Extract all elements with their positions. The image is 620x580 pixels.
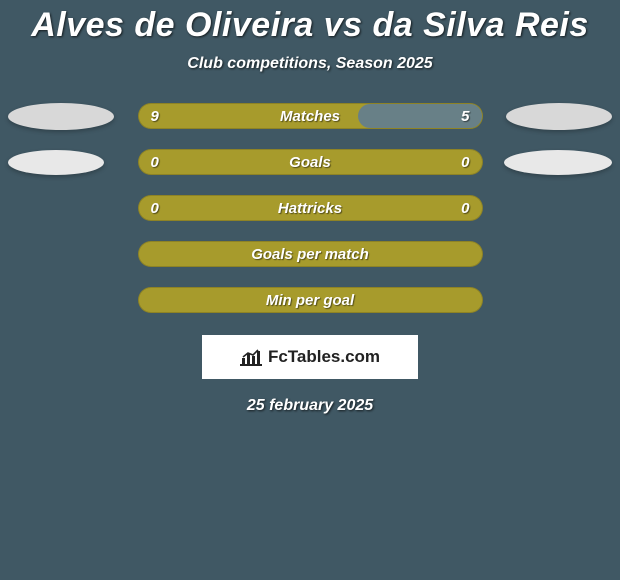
- stat-value-right: 0: [461, 154, 469, 171]
- stat-row: Goals per match: [0, 241, 620, 267]
- stat-bar: 0 0 Hattricks: [138, 195, 483, 221]
- date-label: 25 february 2025: [247, 397, 373, 415]
- stat-bar: Goals per match: [138, 241, 483, 267]
- stat-bar: Min per goal: [138, 287, 483, 313]
- stat-value-right: 5: [461, 108, 469, 125]
- chart-icon: [240, 348, 262, 366]
- stat-row: 0 0 Goals: [0, 149, 620, 175]
- content: Alves de Oliveira vs da Silva Reis Club …: [0, 0, 620, 580]
- stat-label: Hattricks: [278, 200, 342, 217]
- stat-bar: 9 5 Matches: [138, 103, 483, 129]
- player-ellipse-left: [8, 150, 104, 175]
- player-ellipse-right: [504, 150, 612, 175]
- source-badge-text: FcTables.com: [268, 347, 380, 367]
- stat-value-left: 0: [151, 200, 159, 217]
- stat-label: Min per goal: [266, 292, 354, 309]
- subtitle: Club competitions, Season 2025: [187, 55, 432, 73]
- stat-row: 0 0 Hattricks: [0, 195, 620, 221]
- stat-rows: 9 5 Matches 0 0 Goals 0 0 Hattricks Goals per mat…: [0, 103, 620, 313]
- player-ellipse-right: [506, 103, 612, 130]
- page-title: Alves de Oliveira vs da Silva Reis: [31, 6, 589, 45]
- stat-label: Goals per match: [251, 246, 369, 263]
- stat-value-left: 0: [151, 154, 159, 171]
- stat-value-right: 0: [461, 200, 469, 217]
- stat-row: Min per goal: [0, 287, 620, 313]
- stat-value-left: 9: [151, 108, 159, 125]
- source-badge[interactable]: FcTables.com: [202, 335, 418, 379]
- stat-row: 9 5 Matches: [0, 103, 620, 129]
- stat-bar: 0 0 Goals: [138, 149, 483, 175]
- stat-label: Matches: [280, 108, 340, 125]
- player-ellipse-left: [8, 103, 114, 130]
- stat-label: Goals: [289, 154, 331, 171]
